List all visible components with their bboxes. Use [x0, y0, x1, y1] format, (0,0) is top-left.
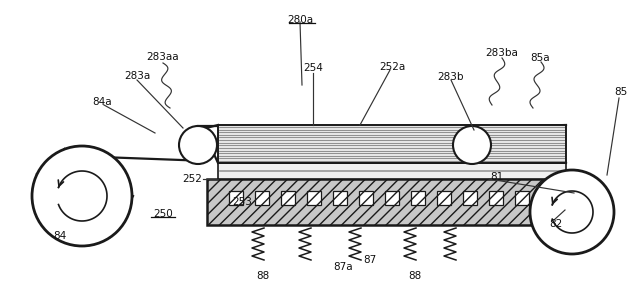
Text: 82: 82 — [549, 219, 563, 229]
Bar — [385, 191, 399, 205]
Text: 283aa: 283aa — [147, 52, 179, 62]
Text: 283b: 283b — [436, 72, 463, 82]
Text: 85a: 85a — [530, 53, 550, 63]
Text: 87a: 87a — [333, 262, 353, 272]
Text: 280a: 280a — [287, 15, 313, 25]
Circle shape — [179, 126, 217, 164]
Bar — [489, 191, 503, 205]
Circle shape — [530, 170, 614, 254]
Bar — [307, 191, 321, 205]
Text: 253: 253 — [232, 197, 252, 207]
Bar — [229, 191, 243, 205]
Circle shape — [32, 146, 132, 246]
Text: 252: 252 — [182, 174, 202, 184]
Bar — [463, 191, 477, 205]
Bar — [207, 179, 577, 225]
Text: 87: 87 — [364, 255, 376, 265]
Bar — [255, 191, 269, 205]
Bar — [333, 191, 347, 205]
Text: 283a: 283a — [124, 71, 150, 81]
Bar — [281, 191, 295, 205]
Text: 88: 88 — [257, 271, 269, 281]
Text: 254: 254 — [303, 63, 323, 73]
Text: 250: 250 — [153, 209, 173, 219]
Text: 84a: 84a — [92, 97, 112, 107]
Text: 88: 88 — [408, 271, 422, 281]
Bar — [218, 125, 566, 163]
Text: 283ba: 283ba — [486, 48, 518, 58]
Bar — [437, 191, 451, 205]
Bar — [541, 191, 555, 205]
Text: 84: 84 — [53, 231, 67, 241]
Bar — [411, 191, 425, 205]
Bar — [515, 191, 529, 205]
Text: 85: 85 — [614, 87, 628, 97]
Bar — [218, 163, 566, 179]
Text: 252a: 252a — [379, 62, 405, 72]
Text: 81: 81 — [490, 172, 503, 182]
Circle shape — [453, 126, 491, 164]
Bar — [359, 191, 373, 205]
Bar — [218, 125, 566, 163]
